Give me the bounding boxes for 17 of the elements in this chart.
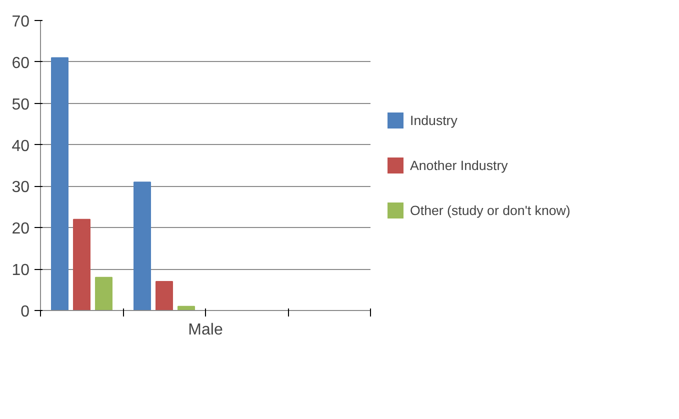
y-tick-label: 70: [12, 14, 30, 30]
y-tick-label: 60: [12, 54, 30, 72]
y-tick-label: 20: [12, 220, 30, 238]
bar: [95, 276, 112, 310]
y-tick-label: 0: [20, 304, 30, 320]
bar: [134, 182, 151, 310]
y-tick-label: 30: [12, 179, 30, 196]
legend-label: Another Industry: [410, 158, 508, 172]
y-tick-label: 10: [12, 262, 30, 280]
legend-label: Industry: [410, 112, 458, 128]
y-tick-label: 40: [12, 138, 30, 155]
bar: [51, 57, 68, 310]
y-tick-label: 50: [12, 96, 30, 114]
bar: [156, 281, 173, 310]
bar: [73, 218, 90, 310]
x-axis-title: Male: [188, 322, 223, 338]
legend-label: Other (study or don't know): [410, 202, 570, 218]
